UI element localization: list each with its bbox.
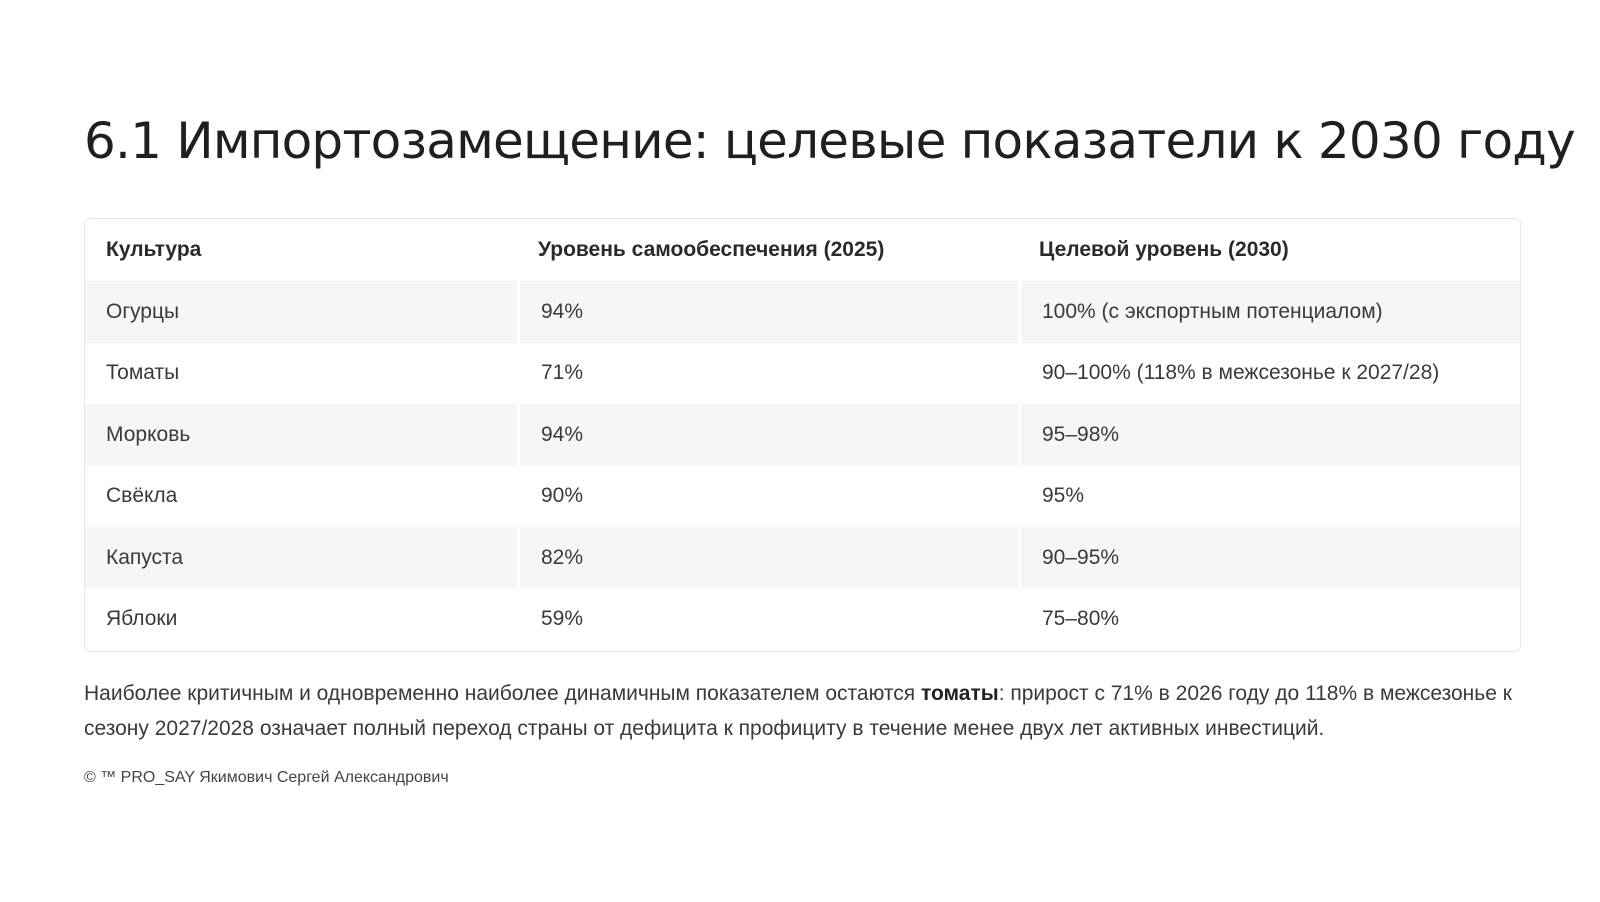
slide: 6.1 Импортозамещение: целевые показатели… bbox=[84, 0, 1576, 902]
targets-table: Культура Уровень самообеспечения (2025) … bbox=[85, 219, 1520, 651]
cell-self-sufficiency: 94% bbox=[517, 404, 1018, 466]
summary-text-before: Наиболее критичным и одновременно наибол… bbox=[84, 682, 921, 705]
cell-self-sufficiency: 90% bbox=[541, 484, 584, 508]
cell-target: 95–98% bbox=[1018, 404, 1520, 466]
column-header-crop: Культура bbox=[106, 238, 202, 261]
cell-target: 90–95% bbox=[1018, 527, 1520, 589]
summary-paragraph: Наиболее критичным и одновременно наибол… bbox=[84, 676, 1529, 746]
column-header-self-sufficiency-2025: Уровень самообеспечения (2025) bbox=[538, 238, 885, 261]
cell-crop: Свёкла bbox=[106, 484, 178, 508]
cell-crop: Яблоки bbox=[106, 607, 178, 631]
table-header-row: Культура Уровень самообеспечения (2025) … bbox=[85, 219, 1520, 281]
table-row: Морковь 94% 95–98% bbox=[85, 404, 1520, 466]
cell-crop: Капуста bbox=[85, 527, 517, 589]
copyright-footer: © ™ PRO_SAY Якимович Сергей Александрови… bbox=[84, 769, 449, 786]
summary-emphasis: томаты bbox=[920, 682, 999, 705]
column-header-target-2030: Целевой уровень (2030) bbox=[1039, 238, 1289, 261]
summary-text-after: : прирост с 71% в 2026 году до 118% в ме… bbox=[84, 682, 1512, 740]
cell-target: 75–80% bbox=[1042, 607, 1120, 631]
cell-target: 100% (с экспортным потенциалом) bbox=[1018, 281, 1520, 343]
cell-crop: Томаты bbox=[106, 361, 180, 385]
table-row: Яблоки 59% 75–80% bbox=[85, 589, 1520, 651]
table-row: Капуста 82% 90–95% bbox=[85, 527, 1520, 589]
cell-crop: Морковь bbox=[85, 404, 517, 466]
table-row: Огурцы 94% 100% (с экспортным потенциало… bbox=[85, 281, 1520, 343]
table-row: Томаты 71% 90–100% (118% в межсезонье к … bbox=[85, 343, 1520, 405]
cell-target: 95% bbox=[1042, 484, 1085, 508]
cell-self-sufficiency: 59% bbox=[541, 607, 584, 631]
targets-table-card: Культура Уровень самообеспечения (2025) … bbox=[84, 218, 1521, 652]
cell-crop: Огурцы bbox=[85, 281, 517, 343]
cell-self-sufficiency: 71% bbox=[541, 361, 584, 385]
page-title: 6.1 Импортозамещение: целевые показатели… bbox=[84, 112, 1576, 170]
table-row: Свёкла 90% 95% bbox=[85, 466, 1520, 528]
cell-self-sufficiency: 82% bbox=[517, 527, 1018, 589]
cell-target: 90–100% (118% в межсезонье к 2027/28) bbox=[1042, 361, 1440, 385]
cell-self-sufficiency: 94% bbox=[517, 281, 1018, 343]
